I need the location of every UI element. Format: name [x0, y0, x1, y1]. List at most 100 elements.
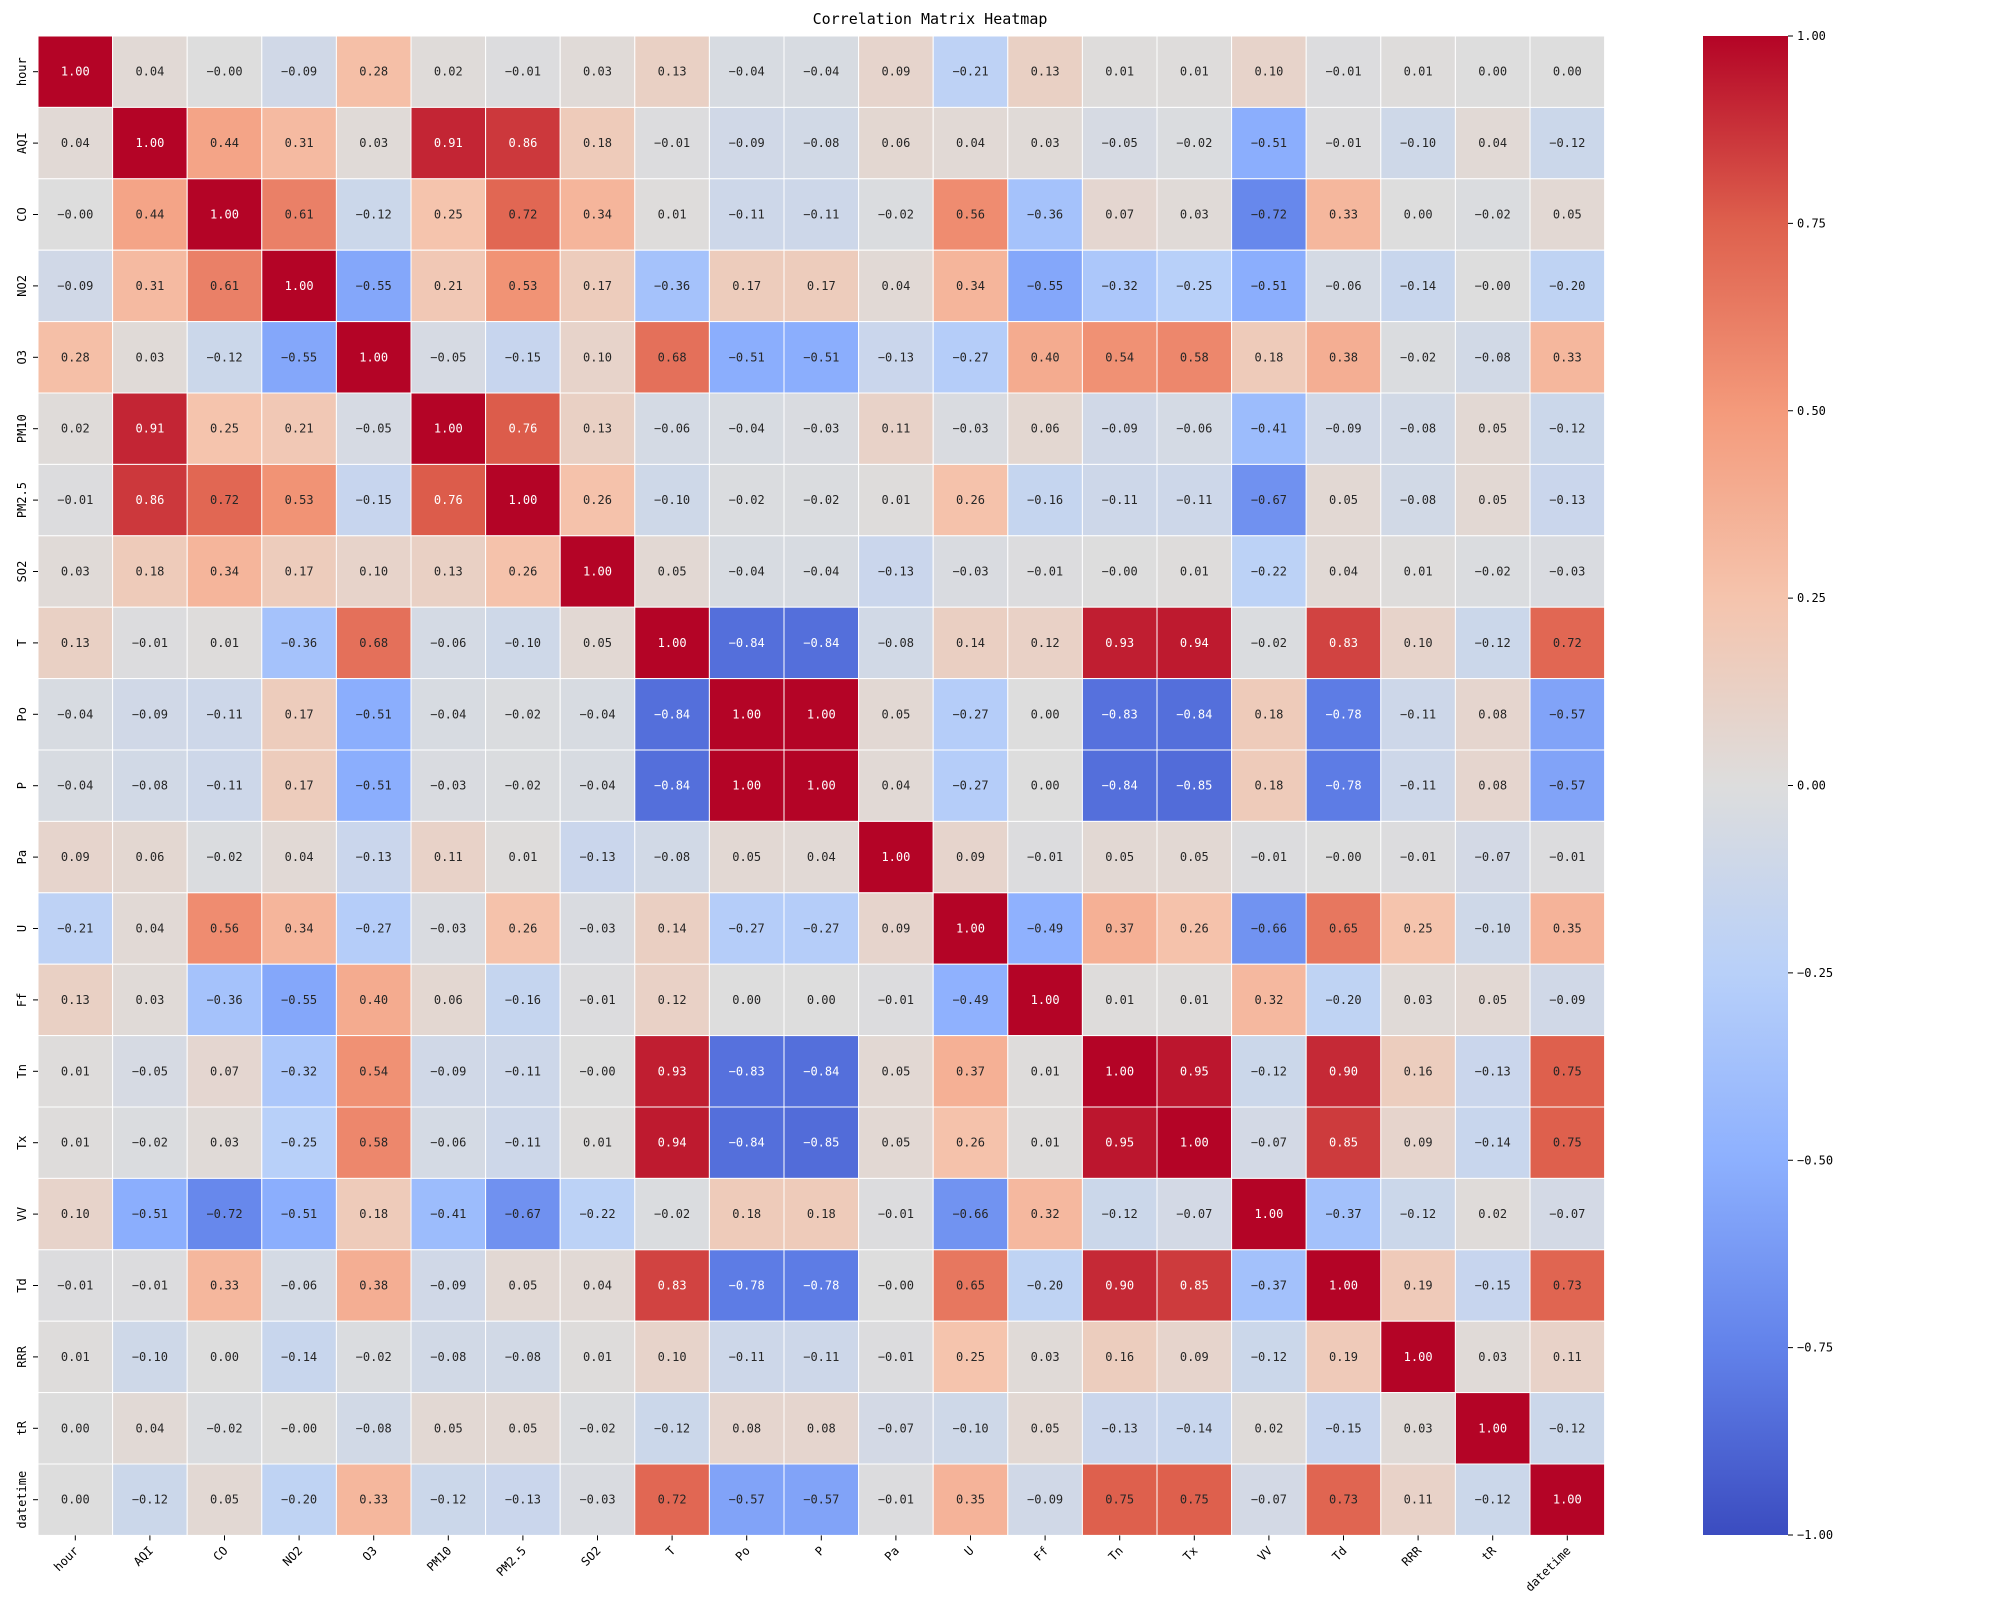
heatmap-cell	[335, 178, 412, 251]
heatmap-cell	[1454, 1177, 1531, 1251]
cell-label: 0.01	[61, 1136, 90, 1150]
cell-label: −0.12	[654, 1421, 690, 1435]
cell-label: −0.11	[505, 1136, 541, 1150]
heatmap-cell	[932, 1463, 1009, 1536]
cell-label: 0.18	[359, 1207, 388, 1221]
cell-label: 1.00	[1404, 1350, 1433, 1364]
cell-label: −0.12	[430, 1493, 466, 1507]
cell-label: −0.84	[654, 779, 690, 793]
cell-label: 0.05	[1478, 993, 1507, 1007]
cell-label: −0.00	[57, 208, 93, 222]
heatmap-cell	[1305, 820, 1382, 894]
cell-label: −0.11	[206, 779, 242, 793]
heatmap-cell	[186, 1106, 263, 1179]
cell-label: 0.04	[881, 779, 910, 793]
heatmap-cell	[186, 820, 263, 894]
cell-label: 0.86	[508, 136, 537, 150]
heatmap-cell	[708, 1463, 785, 1536]
heatmap-cell	[1454, 1463, 1531, 1536]
cell-label: −0.15	[356, 493, 392, 507]
cell-label: 0.75	[1180, 1493, 1209, 1507]
heatmap-cell	[559, 606, 636, 680]
heatmap-cell	[186, 1249, 263, 1322]
cell-label: 0.38	[359, 1279, 388, 1293]
heatmap-cell	[634, 1463, 710, 1536]
cell-label: −0.04	[57, 779, 93, 793]
cell-label: 0.94	[658, 1136, 687, 1150]
cell-label: −0.08	[505, 1350, 541, 1364]
heatmap-cell	[112, 535, 188, 608]
cell-label: −0.25	[281, 1136, 317, 1150]
cell-label: −0.49	[952, 993, 988, 1007]
heatmap-cell	[634, 606, 710, 680]
cell-label: 1.00	[1180, 1136, 1209, 1150]
cell-label: −0.55	[281, 993, 317, 1007]
cell-label: −0.85	[803, 1136, 839, 1150]
cell-label: 0.75	[1105, 1493, 1134, 1507]
cell-label: 0.33	[210, 1279, 239, 1293]
heatmap-cell	[783, 321, 860, 394]
heatmap-cell	[1454, 321, 1531, 394]
heatmap-cell	[559, 963, 636, 1037]
cell-label: 0.02	[1478, 1207, 1507, 1221]
heatmap-cell	[932, 1177, 1009, 1251]
cell-label: 0.75	[1553, 1064, 1582, 1078]
cell-label: 0.01	[881, 493, 910, 507]
heatmap-cell	[1454, 678, 1531, 751]
heatmap-cell	[186, 749, 263, 822]
heatmap-cell	[708, 1392, 785, 1465]
cell-label: −0.00	[281, 1421, 317, 1435]
cell-label: −0.02	[206, 850, 242, 864]
cell-label: −0.12	[1102, 1207, 1138, 1221]
heatmap-cell	[1529, 820, 1606, 894]
cell-label: 0.91	[135, 422, 164, 436]
cell-label: −0.12	[1549, 422, 1585, 436]
heatmap-cell	[1007, 1320, 1083, 1394]
heatmap-cell	[932, 892, 1009, 965]
cell-label: −0.02	[1176, 136, 1212, 150]
cell-label: −0.09	[1102, 422, 1138, 436]
colorbar-tick-label: 0.75	[1797, 216, 1826, 230]
heatmap-cell	[783, 749, 860, 822]
x-tick-label: Td	[1330, 1544, 1350, 1564]
cell-label: 0.17	[732, 279, 761, 293]
cell-label: 0.03	[1478, 1350, 1507, 1364]
cell-label: 0.01	[508, 850, 537, 864]
cell-label: −0.15	[1475, 1279, 1511, 1293]
cell-label: −0.09	[1325, 422, 1361, 436]
cell-label: −0.04	[803, 65, 839, 79]
cell-label: −0.01	[1027, 565, 1063, 579]
heatmap-cell	[932, 249, 1009, 323]
cell-label: −0.85	[1176, 779, 1212, 793]
heatmap-cell	[1305, 106, 1382, 180]
cell-label: 0.76	[508, 422, 537, 436]
y-tick-label: VV	[15, 1207, 29, 1221]
heatmap-cell	[335, 678, 412, 751]
cell-label: 0.02	[1254, 1421, 1283, 1435]
cell-label: 0.26	[508, 922, 537, 936]
cell-label: 0.01	[1404, 565, 1433, 579]
cell-label: 1.00	[434, 422, 463, 436]
heatmap-cell	[1380, 178, 1456, 251]
heatmap-cell	[1081, 1463, 1158, 1536]
cell-label: −0.14	[281, 1350, 317, 1364]
x-tick-label: AQI	[131, 1544, 156, 1569]
cell-label: 0.06	[1031, 422, 1060, 436]
heatmap-cell	[1529, 1392, 1606, 1465]
cell-label: 0.17	[285, 707, 314, 721]
heatmap-cell	[1156, 35, 1233, 108]
cell-label: 1.00	[1478, 1421, 1507, 1435]
heatmap-cell	[1081, 1177, 1158, 1251]
cell-label: −0.11	[729, 208, 765, 222]
cell-label: −0.07	[1549, 1207, 1585, 1221]
heatmap-cell	[1380, 820, 1456, 894]
cell-label: 0.04	[285, 850, 314, 864]
x-tick-label: NO2	[280, 1544, 305, 1569]
cell-label: 0.37	[956, 1064, 985, 1078]
heatmap-cell	[1305, 1177, 1382, 1251]
heatmap-cell	[37, 463, 114, 537]
cell-label: −0.12	[1251, 1064, 1287, 1078]
heatmap-cell	[261, 106, 337, 180]
cell-label: 0.21	[434, 279, 463, 293]
cell-label: 0.04	[807, 850, 836, 864]
